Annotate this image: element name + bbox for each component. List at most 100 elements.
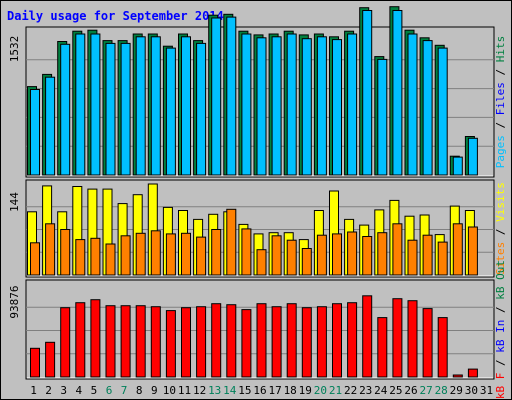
x-tick-label: 22 — [344, 384, 357, 397]
bar-sites-day-28 — [437, 241, 448, 276]
chart-title: Daily usage for September 2014 — [7, 9, 224, 23]
bar-sites-day-12 — [196, 236, 207, 276]
bar-sites-day-4 — [75, 239, 86, 276]
x-tick-label: 8 — [136, 384, 143, 397]
legend-separator: / — [494, 300, 507, 320]
legend-separator: / — [494, 353, 507, 373]
x-tick-label: 13 — [208, 384, 221, 397]
bar-files-day-30 — [467, 137, 478, 176]
bar-sites-day-27 — [422, 234, 433, 276]
x-tick-label: 20 — [314, 384, 327, 397]
bar-kb-f-day-2 — [45, 341, 56, 378]
bar-sites-day-17 — [271, 235, 282, 276]
legend-item-kb-f: kB F — [494, 373, 507, 400]
bar-sites-day-16 — [256, 249, 267, 276]
bar-sites-day-11 — [181, 232, 191, 276]
x-tick-label: 2 — [45, 384, 52, 397]
panel-max-label: 93876 — [8, 285, 21, 318]
x-tick-label: 31 — [480, 384, 493, 397]
bar-sites-day-8 — [135, 232, 146, 276]
bar-files-day-25 — [392, 10, 403, 176]
x-tick-label: 24 — [374, 384, 388, 397]
legend-item-files: Files — [494, 82, 507, 115]
legend-text: Sites / Visits — [494, 182, 507, 275]
bar-sites-day-14 — [226, 208, 237, 276]
bar-files-day-18 — [286, 33, 297, 176]
panel-max-label: 1532 — [8, 36, 21, 63]
x-tick-label: 16 — [253, 384, 266, 397]
bar-files-day-26 — [407, 33, 418, 176]
legend-text: kB F / kB In / kB Out — [494, 260, 507, 399]
x-tick-label: 12 — [193, 384, 206, 397]
bar-sites-day-25 — [392, 223, 403, 276]
panel-legend: kB F / kB In / kB Out — [494, 260, 507, 399]
bar-kb-f-day-4 — [75, 302, 86, 378]
bar-files-day-9 — [150, 36, 161, 176]
panel-legend: Pages / Files / Hits — [494, 36, 507, 169]
bar-files-day-7 — [120, 42, 131, 176]
bar-files-day-11 — [181, 36, 191, 176]
bar-files-day-5 — [90, 33, 101, 176]
legend-item-sites: Sites — [494, 242, 507, 275]
legend-item-kb-out: kB Out — [494, 260, 507, 300]
legend-separator: / — [494, 115, 507, 135]
bar-kb-f-day-1 — [30, 347, 40, 378]
bar-sites-day-23 — [362, 236, 373, 276]
bar-kb-f-day-10 — [165, 310, 176, 378]
panel-bars — [27, 6, 478, 176]
bar-files-day-6 — [105, 42, 116, 176]
bar-sites-day-3 — [60, 229, 71, 276]
legend-separator: / — [494, 62, 507, 82]
bar-sites-day-6 — [105, 243, 116, 276]
bar-files-day-4 — [75, 33, 86, 176]
x-tick-label: 14 — [223, 384, 237, 397]
bar-kb-f-day-11 — [181, 307, 191, 378]
bar-kb-f-day-20 — [316, 306, 327, 378]
bar-kb-f-day-8 — [135, 305, 146, 378]
bar-kb-f-day-22 — [347, 302, 358, 378]
x-tick-label: 6 — [106, 384, 113, 397]
bar-sites-day-21 — [332, 233, 342, 276]
bar-kb-f-day-9 — [150, 306, 161, 378]
legend-item-kb-in: kB In — [494, 320, 507, 353]
panel-bars — [30, 295, 478, 378]
x-tick-label: 29 — [450, 384, 463, 397]
bar-files-day-17 — [271, 36, 282, 176]
bar-kb-f-day-14 — [226, 304, 237, 378]
bar-sites-day-10 — [165, 233, 176, 276]
x-tick-label: 30 — [465, 384, 478, 397]
legend-text: Pages / Files / Hits — [494, 36, 507, 169]
bar-files-day-24 — [377, 58, 388, 176]
bar-sites-day-7 — [120, 235, 131, 276]
bar-kb-f-day-24 — [377, 317, 388, 378]
x-tick-label: 10 — [163, 384, 176, 397]
x-tick-label: 27 — [419, 384, 432, 397]
legend-item-pages: Pages — [494, 135, 507, 168]
bar-kb-f-day-6 — [105, 305, 116, 378]
x-tick-label: 4 — [75, 384, 82, 397]
x-tick-label: 1 — [30, 384, 37, 397]
bar-sites-day-19 — [301, 248, 312, 276]
bar-kb-f-day-3 — [60, 307, 71, 378]
legend-item-hits: Hits — [494, 36, 507, 63]
bar-kb-f-day-16 — [256, 303, 267, 378]
bar-files-day-13 — [211, 17, 222, 176]
x-tick-label: 18 — [284, 384, 297, 397]
bar-files-day-3 — [60, 43, 71, 176]
bar-sites-day-9 — [150, 230, 161, 276]
legend-separator: / — [494, 222, 507, 242]
bar-kb-f-day-30 — [467, 368, 478, 378]
bar-files-day-23 — [362, 10, 373, 176]
x-tick-label: 15 — [238, 384, 251, 397]
x-tick-label: 23 — [359, 384, 372, 397]
bar-files-day-2 — [45, 76, 56, 176]
bar-sites-day-15 — [241, 228, 252, 276]
panel-legend: Sites / Visits — [494, 182, 507, 275]
bar-sites-day-13 — [211, 229, 222, 276]
x-tick-label: 26 — [404, 384, 417, 397]
bar-kb-f-day-17 — [271, 306, 282, 378]
x-tick-label: 3 — [60, 384, 67, 397]
panel-bars — [27, 183, 478, 276]
bar-files-day-22 — [347, 33, 358, 176]
